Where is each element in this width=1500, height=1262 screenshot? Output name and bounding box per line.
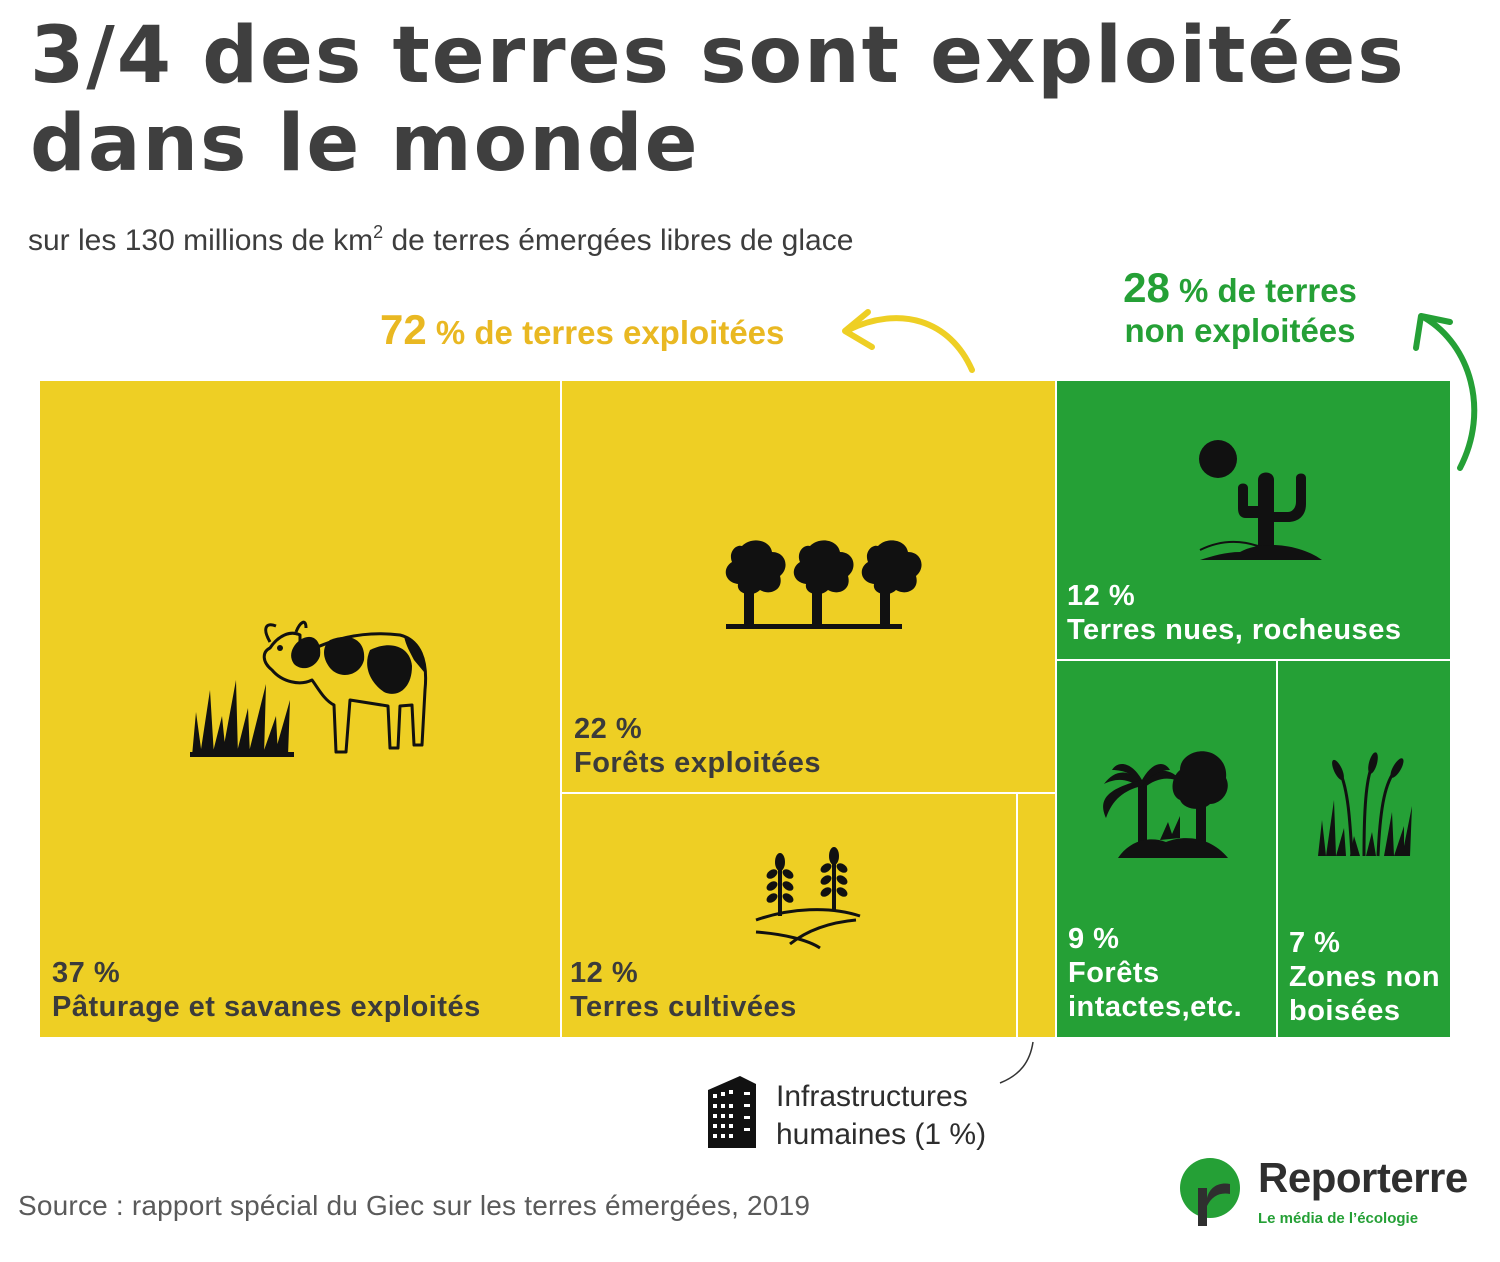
forest-exploited-label: 22 % Forêts exploitées: [574, 712, 821, 780]
cropland-pct: 12 %: [570, 957, 639, 989]
source-note: Source : rapport spécial du Giec sur les…: [18, 1190, 811, 1221]
non-wooded-pct: 7 %: [1289, 927, 1341, 959]
non-wooded-name-2: boisées: [1289, 995, 1401, 1027]
infrastructure-label: Infrastructures humaines (1 %): [776, 1078, 986, 1154]
intact-forest-name-1: Forêts: [1068, 957, 1160, 989]
free-group-label: 28 % de terres non exploitées: [1090, 267, 1390, 351]
intact-forest-name-2: intactes,etc.: [1068, 991, 1243, 1023]
reporterre-logo-icon: [1180, 1158, 1240, 1226]
page-title: 3/4 des terres sont exploitées dans le m…: [30, 12, 1470, 188]
forest-exploited-pct: 22 %: [574, 713, 643, 745]
tile-pasture: [40, 381, 560, 1037]
subtitle-post: de terres émergées libres de glace: [383, 224, 854, 257]
exploited-group-label: 72 % de terres exploitées: [380, 308, 784, 355]
title-line-1: 3/4 des terres sont exploitées: [30, 11, 1406, 101]
infrastructure-line-2: humaines (1 %): [776, 1118, 987, 1151]
bare-land-pct: 12 %: [1067, 580, 1136, 612]
trees-icon: [725, 540, 922, 629]
free-arrowhead: [1413, 313, 1453, 351]
cropland-label: 12 % Terres cultivées: [570, 956, 797, 1024]
wheat-field-icon: [755, 847, 861, 950]
title-line-2: dans le monde: [30, 99, 700, 189]
logo-tagline: Le média de l’écologie: [1258, 1210, 1419, 1227]
forest-exploited-name: Forêts exploitées: [574, 747, 822, 779]
non-wooded-label: 7 % Zones non boisées: [1289, 926, 1440, 1028]
tile-cropland: [562, 794, 1016, 1037]
non-wooded-name-1: Zones non: [1289, 961, 1441, 993]
intact-forest-pct: 9 %: [1068, 923, 1120, 955]
intact-forest-label: 9 % Forêts intactes,etc.: [1068, 922, 1242, 1024]
exploited-arrowhead: [842, 309, 875, 350]
pasture-label: 37 % Pâturage et savanes exploités: [52, 956, 481, 1024]
exploited-group-pct: 72: [380, 306, 427, 353]
bare-land-name: Terres nues, rocheuses: [1067, 614, 1402, 646]
free-group-text-1: % de terres: [1169, 272, 1357, 309]
tile-bare-land: [1057, 381, 1450, 659]
cropland-name: Terres cultivées: [570, 991, 797, 1023]
pasture-pct: 37 %: [52, 957, 121, 989]
cactus-sun-icon: [1199, 440, 1322, 560]
subtitle-pre: sur les 130 millions de km: [28, 224, 374, 257]
pasture-name: Pâturage et savanes exploités: [52, 991, 481, 1023]
bare-land-label: 12 % Terres nues, rocheuses: [1067, 579, 1401, 647]
building-icon: [708, 1076, 756, 1148]
free-group-text-2: non exploitées: [1124, 312, 1356, 349]
reeds-icon: [1318, 752, 1412, 857]
palm-tree-icon: [1103, 751, 1228, 858]
logo-name[interactable]: Reporterre: [1258, 1154, 1468, 1201]
infrastructure-line-1: Infrastructures: [776, 1080, 968, 1113]
subtitle-sup: 2: [373, 222, 384, 242]
infra-leader-line: [999, 1041, 1034, 1084]
exploited-group-text: % de terres exploitées: [426, 314, 785, 351]
subtitle: sur les 130 millions de km2 de terres ém…: [28, 212, 853, 261]
exploited-arrow: [845, 315, 975, 373]
cow-grass-icon: [190, 620, 428, 757]
free-arrow: [1422, 315, 1478, 471]
free-group-pct: 28: [1123, 264, 1170, 311]
tile-infrastructure: [1018, 794, 1055, 1037]
